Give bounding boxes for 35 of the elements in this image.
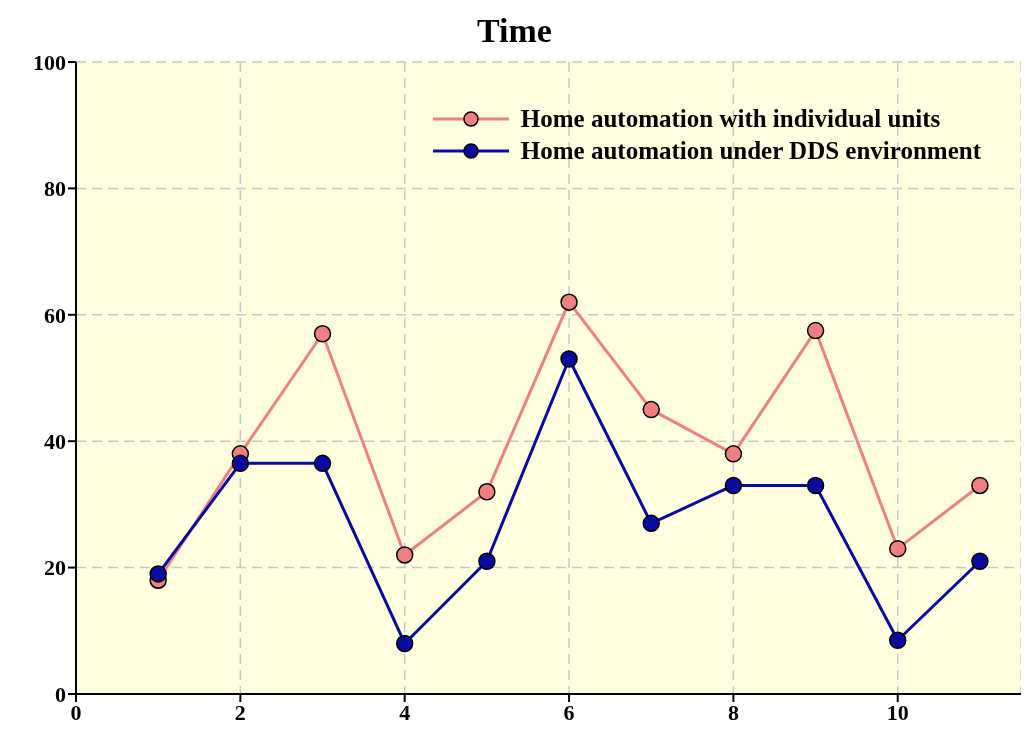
point <box>888 631 907 650</box>
point <box>395 546 414 564</box>
point <box>560 350 578 368</box>
point <box>724 476 743 495</box>
x-tick-label: 0 <box>70 699 82 725</box>
x-tick-label: 2 <box>234 699 246 725</box>
y-tick-label: 20 <box>44 555 66 581</box>
y-tick-label: 100 <box>33 49 66 75</box>
legend-label: Home automation with individual units <box>520 105 941 133</box>
point <box>231 454 250 473</box>
point <box>149 565 167 583</box>
point <box>395 634 414 653</box>
x-tick-label: 6 <box>563 699 575 725</box>
point <box>888 539 907 558</box>
x-tick-label: 4 <box>399 699 411 725</box>
point <box>313 454 332 473</box>
y-tick-label: 40 <box>44 429 66 455</box>
legend-label: Home automation under DDS environment <box>520 137 981 165</box>
point <box>806 476 825 495</box>
point <box>313 325 332 343</box>
point <box>642 514 660 533</box>
point <box>642 400 660 419</box>
point <box>724 445 743 463</box>
point <box>971 476 989 495</box>
point <box>478 552 496 571</box>
x-tick-label: 10 <box>886 699 909 725</box>
y-tick-label: 0 <box>55 681 66 707</box>
point <box>806 321 825 340</box>
x-tick-label: 8 <box>727 699 739 725</box>
point <box>971 552 989 571</box>
y-tick-label: 80 <box>44 176 66 202</box>
point <box>560 293 578 311</box>
y-tick-label: 60 <box>44 302 66 328</box>
point <box>478 483 496 501</box>
chart-title: Time <box>477 12 552 49</box>
